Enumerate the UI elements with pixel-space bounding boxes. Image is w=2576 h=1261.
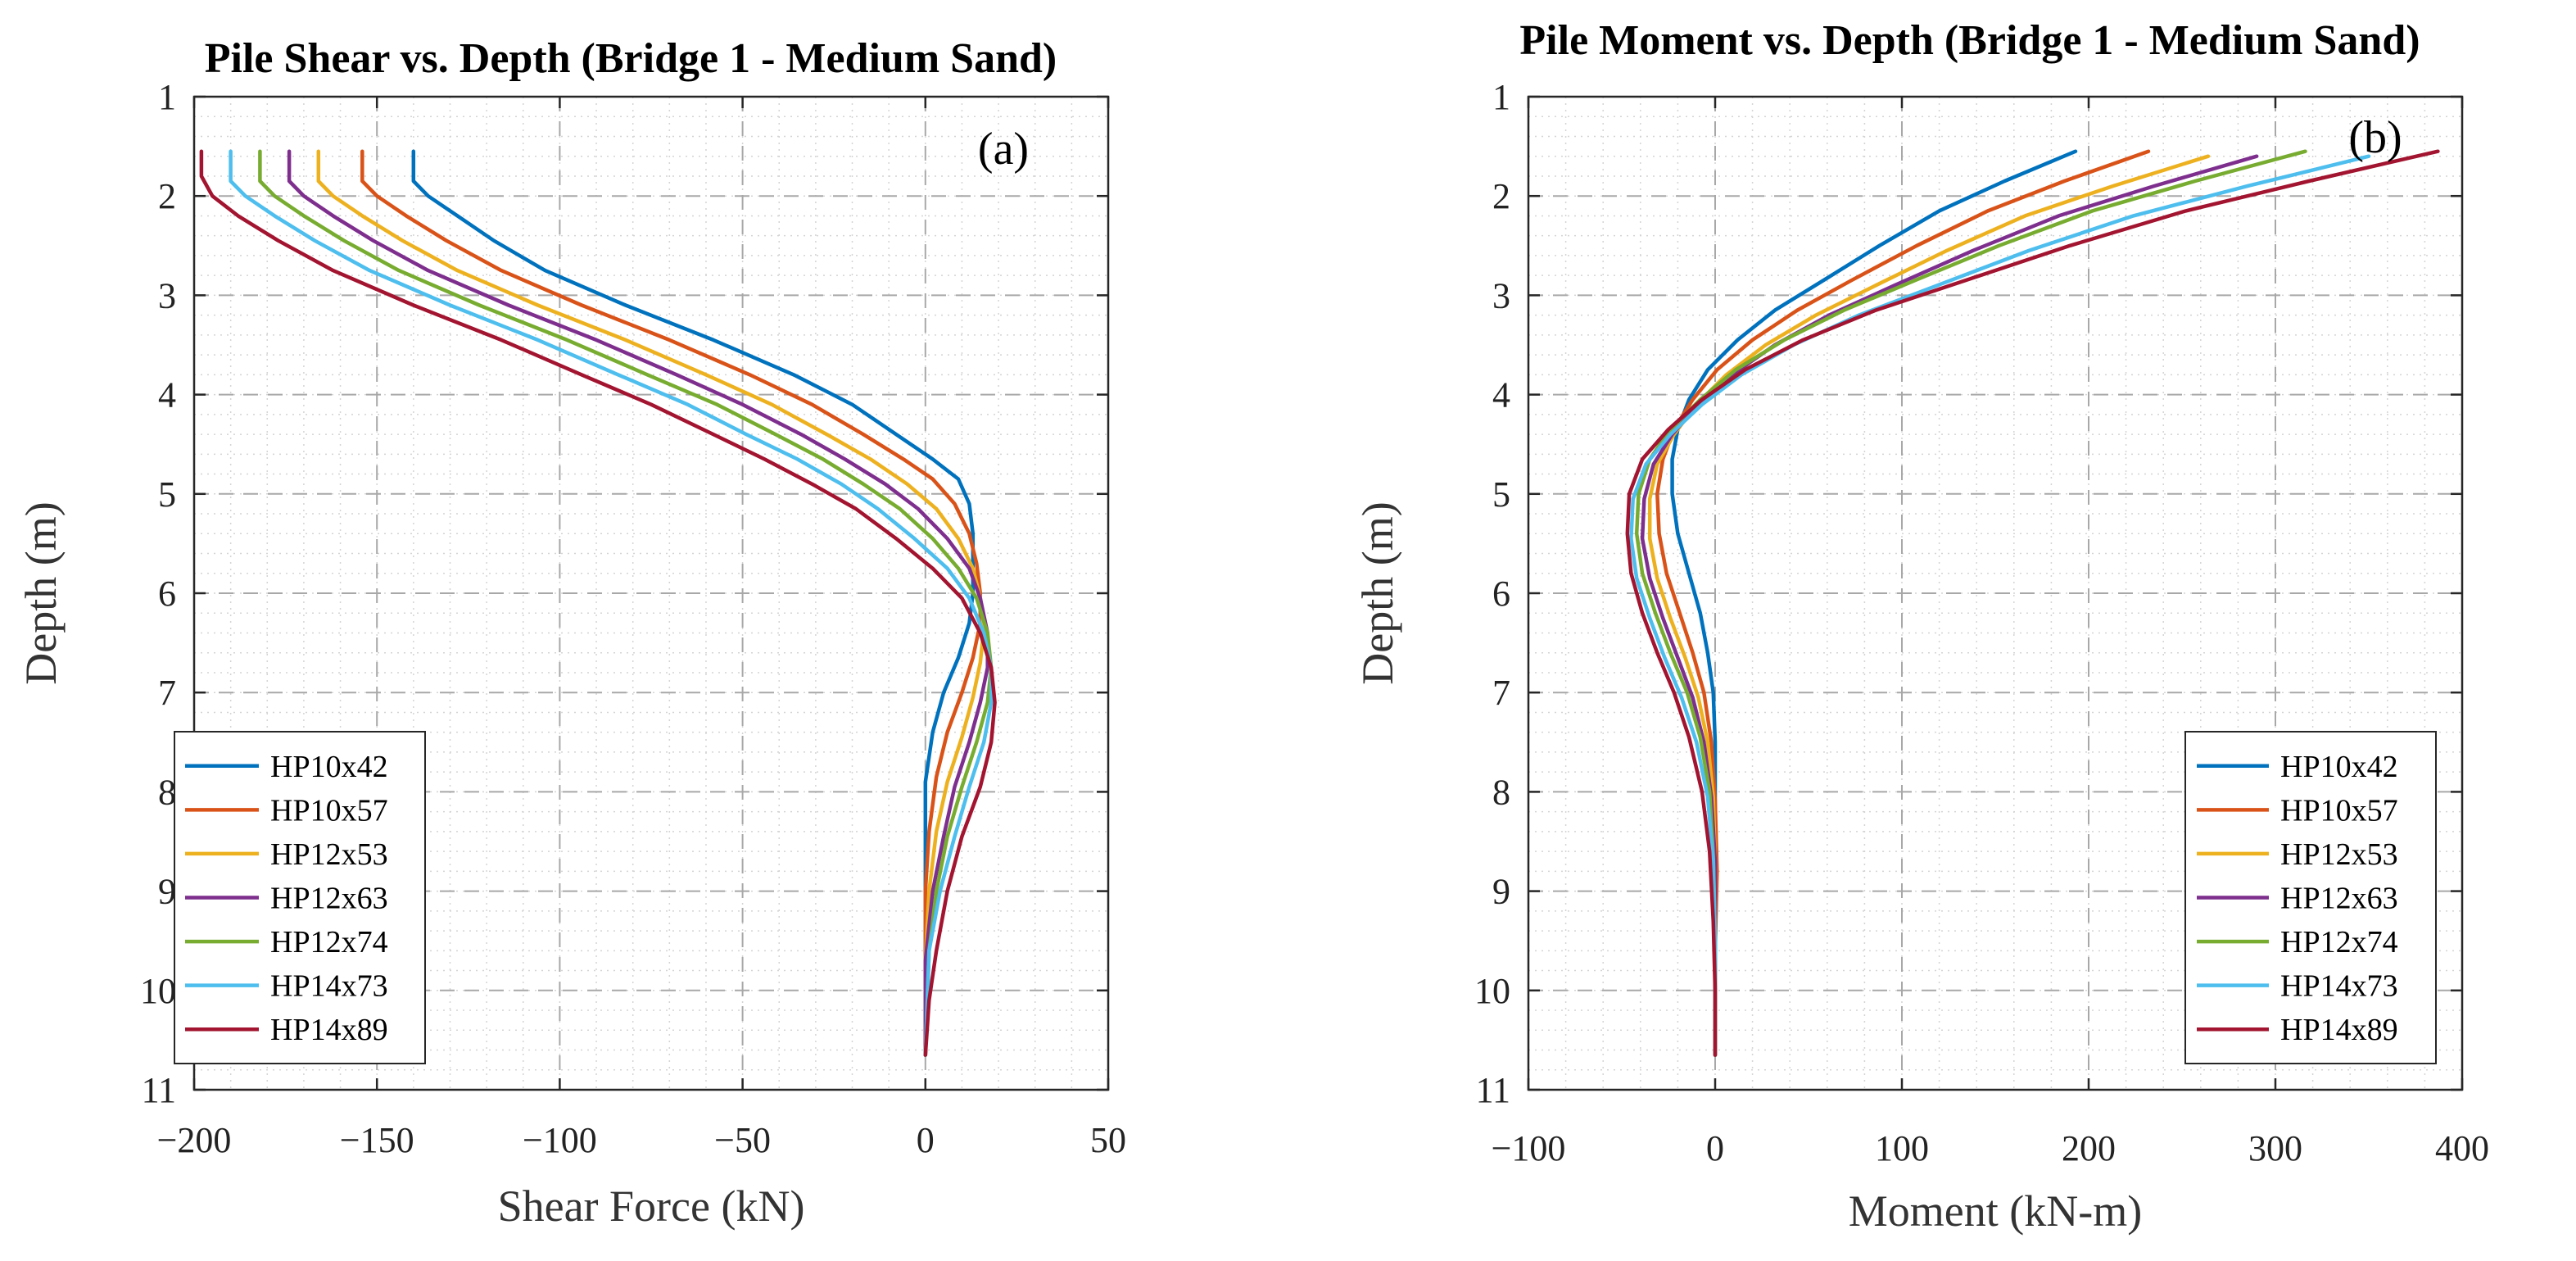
chart0-series-line-hp14x73 (229, 149, 994, 1057)
chart0-xtick-label: 50 (1090, 1120, 1126, 1160)
chart1-xtick-label: 0 (1706, 1128, 1724, 1168)
chart0-panel-label: (a) (978, 124, 1029, 175)
chart1-ytick-label: 4 (1492, 375, 1510, 415)
chart1-xtick-label: 400 (2435, 1128, 2489, 1168)
chart1-title: Pile Moment vs. Depth (Bridge 1 - Medium… (1519, 17, 2420, 64)
chart0-title: Pile Shear vs. Depth (Bridge 1 - Medium … (205, 35, 1057, 82)
chart0-ytick-label: 2 (158, 176, 176, 216)
chart1-series-line-hp14x73 (1629, 154, 2371, 1057)
chart1-series-line-hp10x57 (1655, 149, 2151, 1057)
chart1-legend-entry: HP14x89 (2280, 1013, 2398, 1047)
chart1-x-axis-label: Moment (kN-m) (1849, 1186, 2142, 1236)
chart1-ytick-label: 11 (1476, 1070, 1510, 1110)
chart0-legend-entry: HP10x42 (270, 750, 388, 784)
chart1-ytick-label: 7 (1492, 673, 1510, 713)
chart0-xtick-label: −50 (714, 1120, 771, 1160)
chart0-ytick-label: 5 (158, 474, 176, 515)
chart1-ytick-label: 8 (1492, 772, 1510, 812)
chart0-series-line-hp10x57 (360, 149, 983, 1057)
chart1-ytick-label: 6 (1492, 574, 1510, 614)
chart0-ytick-label: 7 (158, 673, 176, 713)
chart0-ytick-label: 8 (158, 772, 176, 812)
chart1-series-line-hp12x74 (1634, 149, 2307, 1057)
chart0-xtick-label: −150 (340, 1120, 414, 1160)
chart1-ytick-label: 5 (1492, 474, 1510, 515)
chart1-legend-entry: HP12x74 (2280, 925, 2398, 959)
chart1-series-line-hp12x53 (1647, 154, 2211, 1057)
chart0-x-axis-label: Shear Force (kN) (498, 1182, 805, 1231)
chart0-legend-entry: HP14x73 (270, 969, 388, 1004)
chart0-legend-entry: HP12x53 (270, 837, 388, 872)
chart0-legend-entry: HP14x89 (270, 1013, 388, 1047)
chart0-ytick-label: 6 (158, 574, 176, 614)
chart1-series-line-hp14x89 (1625, 149, 2440, 1057)
chart0-series-line-hp10x42 (411, 149, 976, 1057)
chart1-legend-entry: HP12x63 (2280, 882, 2398, 916)
chart1-y-axis-label: Depth (m) (1353, 501, 1402, 684)
chart0-legend-entry: HP12x63 (270, 882, 388, 916)
chart1-xtick-label: 300 (2248, 1128, 2302, 1168)
chart1-xtick-label: 100 (1875, 1128, 1929, 1168)
chart0-ytick-label: 3 (158, 275, 176, 315)
chart0-series-line-hp14x89 (199, 149, 997, 1057)
chart1-legend-entry: HP10x42 (2280, 750, 2398, 784)
chart1-panel-label: (b) (2348, 112, 2402, 163)
chart1-series-line-hp10x42 (1670, 149, 2078, 1057)
chart1-ytick-label: 2 (1492, 176, 1510, 216)
chart0-ytick-label: 1 (158, 77, 176, 117)
chart0-xtick-label: −100 (523, 1120, 597, 1160)
chart0-xtick-label: 0 (917, 1120, 935, 1160)
chart0-ytick-label: 11 (142, 1070, 176, 1110)
chart1-legend-entry: HP10x57 (2280, 793, 2398, 828)
chart0-series-line-hp12x53 (316, 149, 986, 1057)
chart0-series-line-hp12x63 (287, 149, 989, 1057)
chart1-legend-entry: HP12x53 (2280, 837, 2398, 872)
chart0-ytick-label: 9 (158, 872, 176, 912)
chart1-xtick-label: −100 (1492, 1128, 1566, 1168)
chart1-ytick-label: 10 (1474, 971, 1510, 1011)
chart0-legend-entry: HP10x57 (270, 793, 388, 828)
chart0-y-axis-label: Depth (m) (16, 501, 66, 684)
chart0-legend-entry: HP12x74 (270, 925, 388, 959)
chart1-ytick-label: 3 (1492, 275, 1510, 315)
chart0-series-line-hp12x74 (258, 149, 994, 1057)
chart1-ytick-label: 1 (1492, 77, 1510, 117)
chart1-series-line-hp12x63 (1640, 154, 2259, 1057)
chart0-ytick-label: 10 (140, 971, 176, 1011)
chart0-ytick-label: 4 (158, 375, 176, 415)
chart1-legend-entry: HP14x73 (2280, 969, 2398, 1004)
chart0-xtick-label: −200 (157, 1120, 232, 1160)
chart1-xtick-label: 200 (2062, 1128, 2116, 1168)
chart1-ytick-label: 9 (1492, 872, 1510, 912)
